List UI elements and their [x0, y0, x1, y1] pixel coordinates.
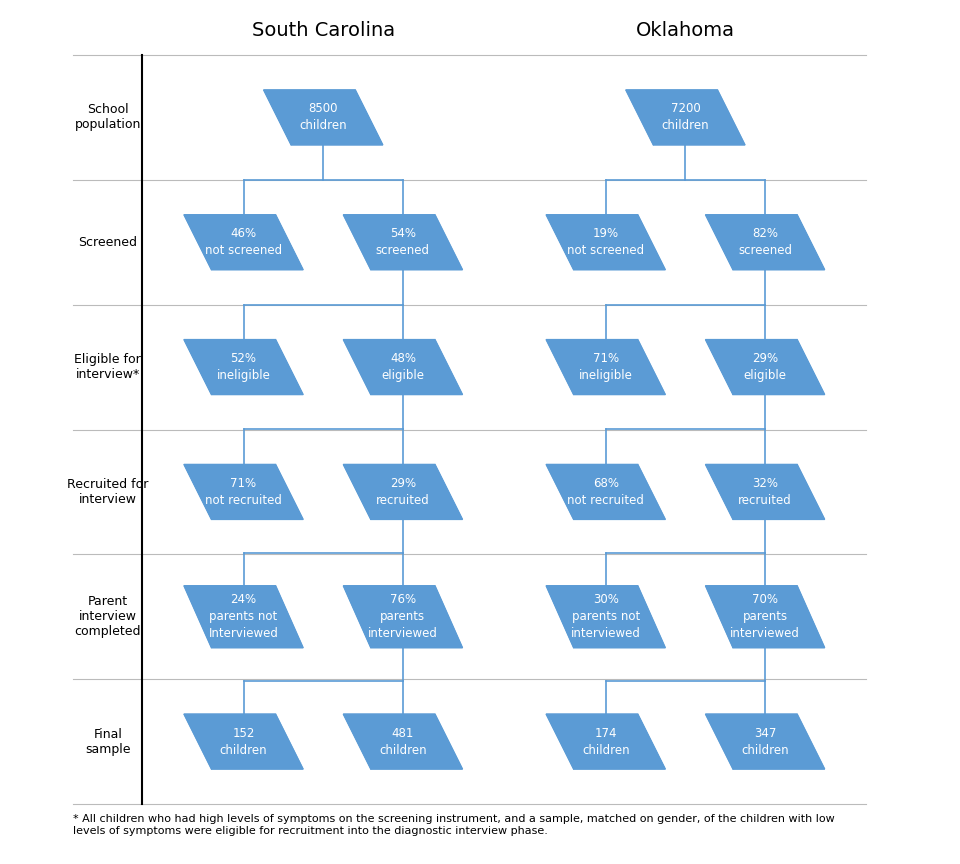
Polygon shape	[344, 465, 463, 519]
Text: 29%
eligible: 29% eligible	[744, 353, 786, 382]
Polygon shape	[546, 215, 665, 270]
Polygon shape	[706, 714, 825, 769]
Text: 71%
ineligible: 71% ineligible	[579, 353, 633, 382]
Text: 82%
screened: 82% screened	[738, 227, 792, 257]
Text: Eligible for
interview*: Eligible for interview*	[74, 353, 141, 381]
Text: 54%
screened: 54% screened	[376, 227, 430, 257]
Polygon shape	[626, 90, 745, 145]
Polygon shape	[344, 586, 463, 648]
Text: 71%
not recruited: 71% not recruited	[205, 477, 282, 507]
Text: Final
sample: Final sample	[85, 727, 131, 756]
Text: 70%
parents
interviewed: 70% parents interviewed	[731, 594, 800, 640]
Polygon shape	[184, 215, 303, 270]
Text: 152
children: 152 children	[220, 727, 267, 757]
Text: 52%
ineligible: 52% ineligible	[217, 353, 271, 382]
Polygon shape	[184, 714, 303, 769]
Text: 48%
eligible: 48% eligible	[381, 353, 424, 382]
Text: * All children who had high levels of symptoms on the screening instrument, and : * All children who had high levels of sy…	[73, 814, 835, 835]
Polygon shape	[546, 340, 665, 395]
Polygon shape	[546, 586, 665, 648]
Text: 8500
children: 8500 children	[300, 103, 347, 132]
Polygon shape	[706, 340, 825, 395]
Polygon shape	[546, 714, 665, 769]
Polygon shape	[546, 465, 665, 519]
Text: Recruited for
interview: Recruited for interview	[67, 478, 149, 506]
Polygon shape	[184, 465, 303, 519]
Text: 24%
parents not
Interviewed: 24% parents not Interviewed	[208, 594, 278, 640]
Text: South Carolina: South Carolina	[252, 21, 395, 40]
Polygon shape	[706, 215, 825, 270]
Text: 19%
not screened: 19% not screened	[567, 227, 644, 257]
Polygon shape	[344, 340, 463, 395]
Polygon shape	[344, 215, 463, 270]
Text: 481
children: 481 children	[379, 727, 426, 757]
Text: School
population: School population	[75, 104, 141, 131]
Text: 29%
recruited: 29% recruited	[376, 477, 430, 507]
Text: Oklahoma: Oklahoma	[636, 21, 735, 40]
Polygon shape	[264, 90, 383, 145]
Text: Screened: Screened	[78, 236, 137, 249]
Polygon shape	[184, 340, 303, 395]
Polygon shape	[344, 714, 463, 769]
Text: 7200
children: 7200 children	[661, 103, 709, 132]
Text: 68%
not recruited: 68% not recruited	[567, 477, 644, 507]
Polygon shape	[706, 586, 825, 648]
Text: 46%
not screened: 46% not screened	[205, 227, 282, 257]
Text: 174
children: 174 children	[582, 727, 630, 757]
Text: 30%
parents not
interviewed: 30% parents not interviewed	[571, 594, 640, 640]
Text: Parent
interview
completed: Parent interview completed	[75, 595, 141, 638]
Text: 32%
recruited: 32% recruited	[738, 477, 792, 507]
Polygon shape	[706, 465, 825, 519]
Text: 76%
parents
interviewed: 76% parents interviewed	[368, 594, 438, 640]
Polygon shape	[184, 586, 303, 648]
Text: 347
children: 347 children	[741, 727, 789, 757]
